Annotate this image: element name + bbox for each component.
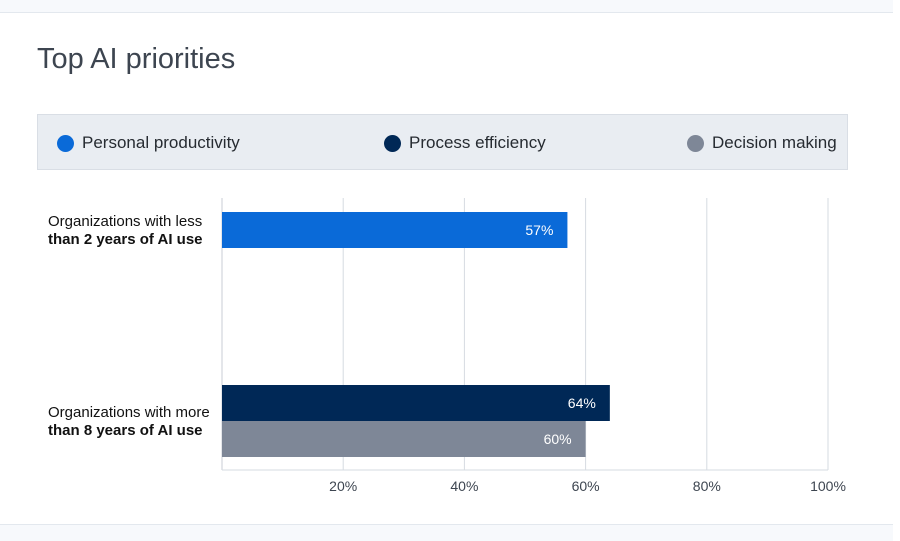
legend: Personal productivity Process efficiency… [37,114,848,170]
legend-swatch-process-efficiency [384,134,401,152]
bar-value-label: 60% [544,431,572,447]
legend-item-personal-productivity: Personal productivity [57,115,240,171]
category-label-line1: Organizations with more [48,404,210,421]
legend-label: Process efficiency [409,133,546,152]
x-tick-label: 40% [450,478,478,494]
chart-title: Top AI priorities [37,43,236,75]
legend-label: Personal productivity [82,133,240,152]
bar-process-efficiency [222,385,610,421]
category-label-less-than-2-years: Organizations with less than 2 years of … [48,213,203,249]
bar-decision-making [222,421,586,457]
category-label-more-than-8-years: Organizations with more than 8 years of … [48,404,210,440]
legend-swatch-decision-making [687,134,704,152]
x-tick-label: 80% [693,478,721,494]
category-label-line2: than 8 years of AI use [48,422,203,439]
x-tick-label: 100% [810,478,846,494]
bar-value-label: 57% [525,222,553,238]
x-tick-label: 20% [329,478,357,494]
top-divider [0,0,893,13]
legend-label: Decision making [712,133,837,152]
legend-swatch-personal-productivity [57,134,74,152]
legend-item-decision-making: Decision making [687,115,837,171]
legend-item-process-efficiency: Process efficiency [384,115,546,171]
bar-personal-productivity [222,212,568,248]
category-label-line2: than 2 years of AI use [48,231,203,248]
bar-value-label: 64% [568,395,596,411]
x-tick-label: 60% [572,478,600,494]
bottom-divider [0,524,893,541]
category-label-line1: Organizations with less [48,213,203,230]
